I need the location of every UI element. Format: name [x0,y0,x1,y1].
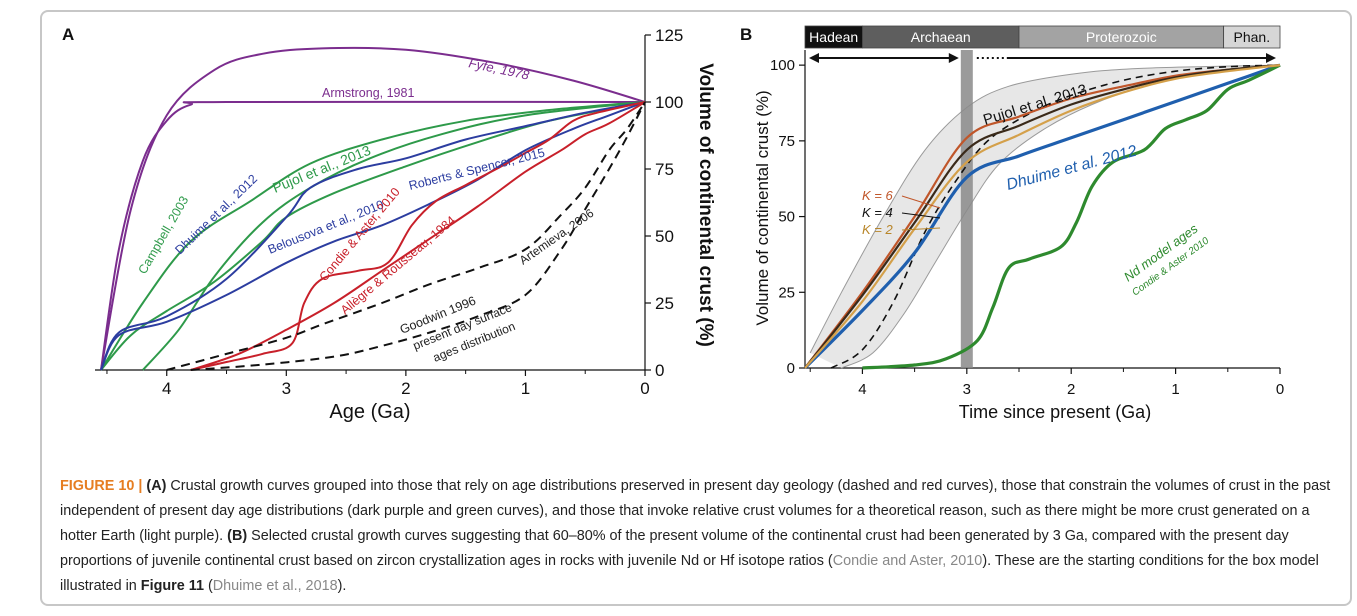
figure-frame [40,10,1352,606]
b-series-nd-model-ages [862,63,1281,370]
figure-caption: FIGURE 10 | (A) Crustal growth curves gr… [60,474,1335,599]
label-b-k6: K = 6 [862,188,893,203]
a-series-pujol-et-al-2013 [100,101,646,371]
a-x-tick-label: 1 [521,379,530,398]
eon-label-archaean: Archaean [911,29,971,45]
caption-b-text-2: ). These are the starting conditions for… [60,553,1319,594]
b-x-tick-label: 4 [858,381,866,398]
panel-b-y-ticks: 0 25 50 75 100 [770,57,805,377]
caption-a-text: Crustal growth curves grouped into those… [60,478,1331,544]
caption-b-label: (B) [227,528,248,544]
label-b-k2: K = 2 [862,222,893,237]
panel-b-arrows [809,53,1276,63]
panel-b-letter: B [740,25,752,44]
b-series-pujol-et-al-2013 [830,64,1281,369]
caption-b-text-1: Selected crustal growth curves suggestin… [60,528,1289,569]
panel-a-x-ticks: 4 3 2 1 0 [106,370,650,398]
panel-b-y-label: Volume of continental crust (%) [753,90,772,325]
panel-a-series [100,46,646,371]
label-b-dhuime: Dhuime et al. 2012 [1005,143,1139,194]
b-y-tick-label: 50 [778,209,795,226]
caption-figure-number: FIGURE 10 | [60,478,143,494]
panel-b-series [803,63,1281,370]
eon-label-phan: Phan. [1234,29,1271,45]
panel-b-x-label: Time since present (Ga) [959,402,1151,422]
eon-phan [1223,25,1281,49]
envelope-fill [810,65,1280,368]
leader-k4 [901,212,941,219]
b-series-k-4 [804,64,1281,369]
panel-b-x-ticks: 4 3 2 1 0 [809,368,1284,398]
b-x-tick-label: 0 [1276,381,1284,398]
b-y-tick-label: 100 [770,57,795,74]
arrow-head-right-2 [1266,53,1276,63]
label-b-k4: K = 4 [862,205,893,220]
b-y-tick-label: 75 [778,133,795,150]
a-y-tick-label: 125 [655,26,683,45]
caption-a-label: (A) [146,478,167,494]
label-armstrong: Armstrong, 1981 [322,86,414,100]
a-series-goodwin-1996 [190,101,646,371]
eon-label-proterozoic: Proterozoic [1086,29,1157,45]
label-fyfe: Fyfe, 1978 [467,55,531,83]
a-series-armstrong-1981 [100,100,646,371]
a-x-tick-label: 4 [162,379,171,398]
a-y-tick-label: 100 [655,93,683,112]
caption-figure-11-link[interactable]: Figure 11 [140,578,204,594]
b-y-tick-label: 0 [787,360,795,377]
panel-b: B Hadean Archaean Proterozoic Phan. 4 3 2 1 0 0… [740,25,1284,422]
a-series-condie-aster-2010 [190,101,646,371]
panel-a-y-ticks: 0 25 50 75 100 125 [645,26,683,380]
a-series-all-gre-rousseau-1984 [190,101,646,371]
a-x-tick-label: 3 [282,379,291,398]
caption-b-text-3: ( [203,578,213,594]
b-y-tick-label: 25 [778,284,795,301]
arrow-head-left [809,53,819,63]
caption-b-text-4: ). [337,578,347,594]
caption-ref-condie[interactable]: Condie and Aster, 2010 [832,553,983,569]
leader-k2 [901,227,941,231]
b-x-tick-label: 1 [1171,381,1179,398]
panel-a-y-label: Volume of continental crust (%) [695,63,716,347]
label-roberts: Roberts & Spencer, 2015 [407,146,546,193]
caption-ref-dhuime[interactable]: Dhuime et al., 2018 [212,578,338,594]
a-x-tick-label: 2 [401,379,410,398]
a-y-tick-label: 25 [655,294,674,313]
label-artemieva: Artemieva, 2006 [517,206,597,268]
b-series-k-2 [804,64,1281,369]
panel-a-letter: A [62,25,74,44]
band-3ga [960,50,973,368]
b-x-tick-label: 3 [963,381,971,398]
a-y-tick-label: 0 [655,361,664,380]
a-series-fyfe-1978 [100,46,646,371]
label-campbell: Campbell, 2003 [135,194,191,277]
b-series-dhuime-et-al-2012 [803,63,1281,370]
a-series-artemieva-2006 [166,101,646,371]
panel-a-x-label: Age (Ga) [329,401,410,423]
leader-k6 [901,195,941,209]
eon-label-hadean: Hadean [809,29,858,45]
panel-b-3ga-band [960,50,973,368]
a-series-campbell-2003 [142,101,646,371]
a-x-tick-label: 0 [640,379,649,398]
a-series-dhuime-et-al-2012 [100,101,646,371]
a-y-tick-label: 75 [655,160,674,179]
label-dhuime: Dhuime et al., 2012 [172,172,260,257]
panel-a: A 4 3 2 1 0 0 25 50 75 100 125 Age (Ga) Volume of… [62,25,716,423]
panel-b-eon-bar: Hadean Archaean Proterozoic Phan. [804,25,1281,49]
a-series-belousova-et-al-2010 [100,101,646,371]
b-x-tick-label: 2 [1067,381,1075,398]
arrow-head-right-1 [948,53,959,63]
a-y-tick-label: 50 [655,227,674,246]
a-series-roberts-spencer-2015 [100,101,646,371]
